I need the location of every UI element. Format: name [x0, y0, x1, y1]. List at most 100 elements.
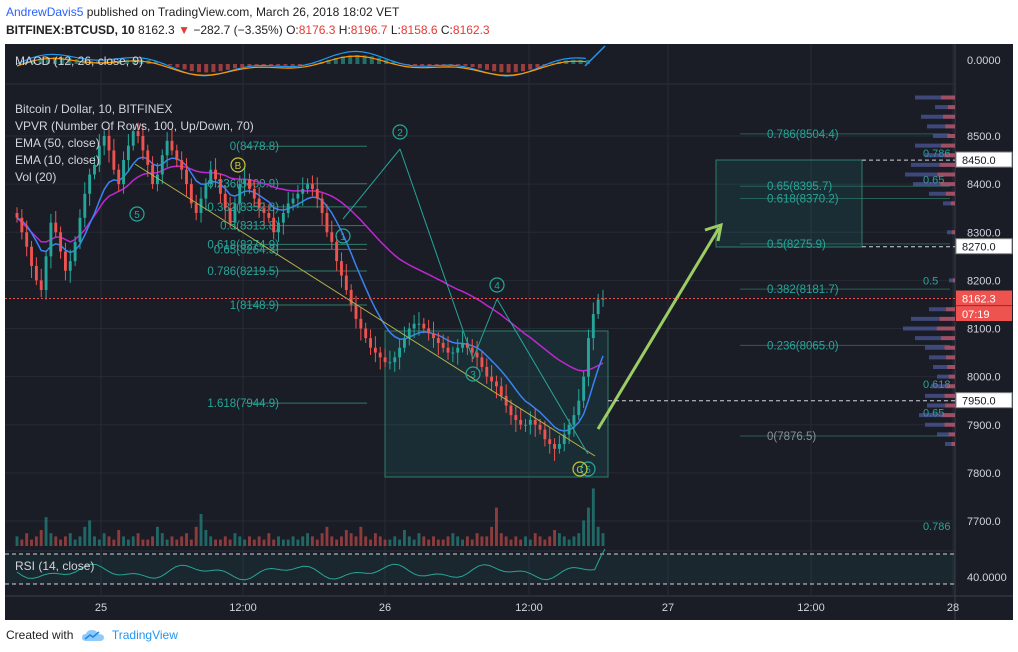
author-link[interactable]: AndrewDavis5 — [6, 5, 84, 19]
volume-bar — [83, 526, 87, 546]
candle-body — [543, 429, 547, 440]
candle — [185, 158, 188, 197]
wave-line — [399, 148, 474, 360]
tradingview-brand[interactable]: TradingView — [111, 628, 178, 642]
candle — [591, 302, 595, 351]
candle-body — [383, 357, 387, 363]
volume-bar — [233, 533, 237, 546]
macd-legend[interactable]: MACD (12, 26, close, 9) — [15, 54, 144, 68]
price-tick-label: 7800.0 — [967, 468, 1001, 480]
volume-bar — [272, 539, 276, 546]
candle-body — [485, 367, 489, 377]
candle — [407, 322, 411, 346]
candle-body — [451, 352, 455, 354]
candle — [68, 249, 72, 283]
vpvr-bar — [949, 278, 955, 283]
vpvr-bar-down — [936, 326, 955, 331]
macd-histogram-bar — [182, 64, 187, 70]
candle — [262, 202, 266, 226]
wave-label-circle — [489, 277, 505, 293]
rsi-legend[interactable]: RSI (14, close) — [15, 559, 95, 573]
macd-spike — [584, 45, 606, 67]
candle — [257, 187, 261, 218]
candle-body — [407, 328, 411, 339]
candle-body — [248, 179, 251, 189]
vpvr-bar — [925, 422, 955, 427]
volume-bar — [504, 536, 508, 546]
candle — [204, 178, 208, 211]
macd-histogram-bar — [261, 64, 266, 66]
candle-body — [204, 184, 208, 199]
volume-bar — [281, 539, 285, 546]
chart-area[interactable]: 8500.0 8400.0 8300.0 8200.0 8100.0 8000.0 7900… — [5, 44, 1013, 620]
volume-bar — [262, 539, 266, 546]
macd-histogram-bar — [492, 64, 497, 72]
chart-canvas[interactable]: 8500.0 8400.0 8300.0 8200.0 8100.0 8000.0 7900… — [5, 44, 1013, 620]
fib-level-label: 0.618(8370.2) — [767, 193, 839, 205]
publish-text: published on TradingView.com, March 26, … — [86, 5, 400, 19]
candle — [475, 341, 479, 370]
candle — [427, 319, 431, 341]
volume-bar — [44, 517, 48, 546]
candle — [514, 406, 518, 432]
volume-bar — [30, 539, 33, 546]
volume-bar — [436, 539, 440, 546]
volume-bar — [383, 539, 387, 546]
candle — [543, 420, 547, 447]
candle — [432, 321, 435, 348]
candle-body — [465, 342, 469, 348]
vpvr-legend[interactable]: VPVR (Number Of Rows, 100, Up/Down, 70) — [15, 119, 254, 133]
vpvr-bar — [903, 326, 955, 331]
candle-body — [388, 362, 392, 364]
candle-body — [373, 347, 377, 353]
candle-body — [432, 333, 435, 339]
macd-histogram-bar — [67, 58, 72, 64]
candle — [354, 295, 358, 329]
volume-bar — [495, 507, 498, 546]
ema10-line — [16, 156, 604, 432]
publish-info: AndrewDavis5 published on TradingView.co… — [6, 4, 399, 20]
volume-bar — [499, 533, 503, 546]
vpvr-bar — [921, 114, 955, 119]
ohlc-high: 8196.7 — [350, 23, 388, 37]
volume-bar — [78, 536, 82, 546]
volume-bar — [88, 520, 92, 546]
candle — [15, 207, 19, 223]
vpvr-bar-down — [948, 432, 955, 437]
price-tick-label: 8300.0 — [967, 227, 1001, 239]
wave-line — [496, 298, 589, 455]
volume-legend[interactable]: Vol (20) — [15, 170, 57, 184]
volume-bar — [102, 533, 106, 546]
macd-histogram-bar — [254, 64, 259, 66]
volume-bar — [291, 536, 295, 546]
candle — [310, 175, 314, 197]
volume-bar — [286, 539, 290, 546]
price-tag-bg — [956, 290, 1012, 306]
ohlc-close-label: C: — [440, 23, 453, 37]
wave-label-circle — [129, 206, 145, 222]
price-tick-label: 8500.0 — [967, 131, 1001, 143]
volume-bar — [199, 514, 203, 546]
candle — [461, 331, 464, 353]
volume-bar — [587, 507, 590, 546]
ema50-legend[interactable]: EMA (50, close) — [15, 136, 100, 150]
fib-partial-label: 0.786 — [923, 521, 951, 533]
volume-bar — [398, 539, 402, 546]
volume-bar — [446, 536, 450, 546]
volume-bar — [572, 536, 576, 546]
candle-body — [257, 198, 261, 209]
candle-body — [591, 314, 595, 339]
wave-label: C — [576, 465, 583, 476]
volume-bar — [223, 536, 227, 546]
volume-bar — [107, 536, 111, 546]
macd-histogram-bar — [175, 64, 180, 68]
vpvr-bar-down — [945, 355, 955, 360]
vpvr-bar-down — [943, 114, 955, 119]
candle — [277, 216, 280, 242]
ema10-legend[interactable]: EMA (10, close) — [15, 153, 100, 167]
candle — [34, 257, 38, 286]
volume-bar — [257, 536, 261, 546]
vpvr-bar — [929, 307, 955, 312]
volume-bar — [407, 536, 411, 546]
candle — [175, 144, 179, 168]
